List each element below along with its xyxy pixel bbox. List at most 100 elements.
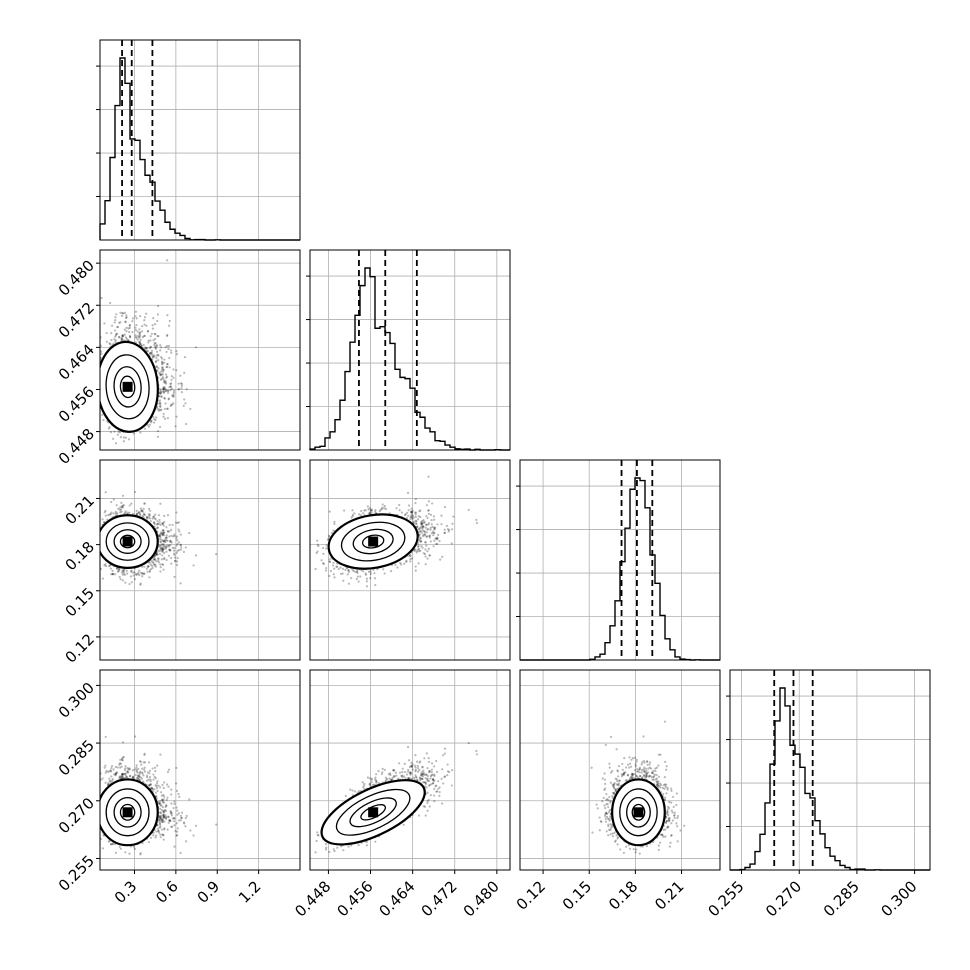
scatter-point	[167, 545, 170, 548]
scatter-point	[164, 547, 168, 550]
scatter-point	[158, 534, 161, 537]
scatter-point	[110, 338, 113, 342]
scatter-point	[133, 571, 136, 574]
scatter-point	[163, 545, 166, 548]
scatter-point	[113, 338, 116, 341]
scatter-point	[157, 367, 160, 370]
scatter-point	[156, 526, 159, 529]
scatter-point	[151, 327, 155, 330]
scatter-point	[162, 540, 166, 543]
y-tick-label: 0.480	[55, 256, 98, 299]
scatter-point	[140, 330, 144, 333]
scatter-point	[435, 542, 438, 546]
scatter-point	[135, 337, 138, 340]
scatter-point	[109, 301, 112, 305]
scatter-point	[110, 324, 114, 327]
scatter-point	[185, 422, 188, 426]
scatter-point	[130, 502, 133, 505]
scatter-point	[169, 539, 172, 543]
scatter-point	[146, 517, 149, 520]
scatter-point	[171, 403, 174, 406]
histogram-panel-3	[726, 669, 931, 871]
scatter-point	[131, 571, 134, 574]
scatter-point	[148, 346, 151, 350]
scatter-point	[172, 549, 176, 552]
scatter-point	[451, 528, 454, 531]
scatter-point	[118, 567, 121, 570]
scatter-point	[161, 548, 165, 551]
scatter-point	[170, 541, 173, 544]
scatter-point	[145, 567, 149, 570]
scatter-point	[137, 340, 141, 344]
scatter-point	[159, 563, 162, 566]
histogram-panel-1	[306, 249, 511, 451]
scatter-point	[161, 533, 165, 536]
scatter-point	[161, 532, 164, 535]
density-peak	[122, 536, 133, 547]
scatter-point	[409, 518, 412, 521]
scatter-point	[148, 513, 151, 516]
scatter-point	[175, 535, 179, 538]
scatter-point	[322, 552, 325, 555]
scatter-point	[342, 579, 345, 582]
scatter-point	[158, 534, 161, 537]
scatter-point	[147, 330, 150, 333]
scatter-point	[159, 544, 162, 548]
density-peak	[122, 381, 133, 392]
scatter-point	[122, 570, 125, 573]
scatter-point	[156, 407, 159, 410]
y-tick-label: 0.15	[62, 584, 98, 620]
scatter-point	[108, 565, 111, 568]
scatter-point	[362, 512, 365, 515]
scatter-point	[167, 398, 170, 401]
scatter-point	[156, 429, 160, 433]
scatter-point	[410, 510, 413, 514]
scatter-point	[114, 335, 117, 338]
scatter-point	[124, 510, 127, 513]
scatter-point	[155, 356, 158, 360]
scatter-point	[149, 419, 153, 422]
scatter-point	[147, 339, 150, 342]
scatter-point	[103, 564, 106, 567]
scatter-point	[169, 382, 172, 386]
scatter-point	[123, 328, 126, 331]
scatter-point	[108, 342, 111, 345]
scatter-point	[143, 502, 146, 505]
scatter-point	[120, 505, 124, 508]
scatter-point	[166, 529, 169, 533]
scatter-point	[175, 551, 178, 554]
scatter-point	[122, 339, 125, 342]
scatter-point	[163, 407, 167, 410]
scatter-point	[153, 322, 157, 326]
scatter-point	[166, 389, 169, 392]
scatter-point	[156, 319, 159, 323]
scatter-point	[173, 575, 176, 578]
scatter-point	[105, 331, 108, 335]
scatter-point	[155, 345, 158, 348]
scatter-point	[124, 321, 127, 324]
scatter-point	[146, 565, 149, 568]
scatter-point	[152, 355, 156, 358]
scatter-point	[168, 366, 171, 369]
scatter-point	[419, 522, 423, 525]
scatter-point	[103, 511, 106, 514]
contour-level-1	[105, 354, 150, 420]
scatter-point	[155, 344, 159, 347]
scatter-point	[114, 512, 117, 515]
scatter-point	[134, 334, 137, 337]
scatter-point	[145, 347, 148, 350]
scatter-point	[170, 562, 173, 565]
scatter-point	[160, 373, 163, 377]
scatter-point	[443, 505, 447, 509]
scatter-point	[421, 546, 424, 549]
scatter-point	[156, 526, 159, 529]
scatter-point	[179, 543, 182, 547]
scatter-point	[180, 382, 184, 386]
scatter-point	[421, 522, 424, 525]
scatter-point	[165, 365, 169, 368]
scatter-point	[119, 311, 122, 314]
scatter-point	[134, 329, 138, 332]
scatter-point	[97, 401, 99, 403]
scatter-point	[174, 425, 177, 428]
